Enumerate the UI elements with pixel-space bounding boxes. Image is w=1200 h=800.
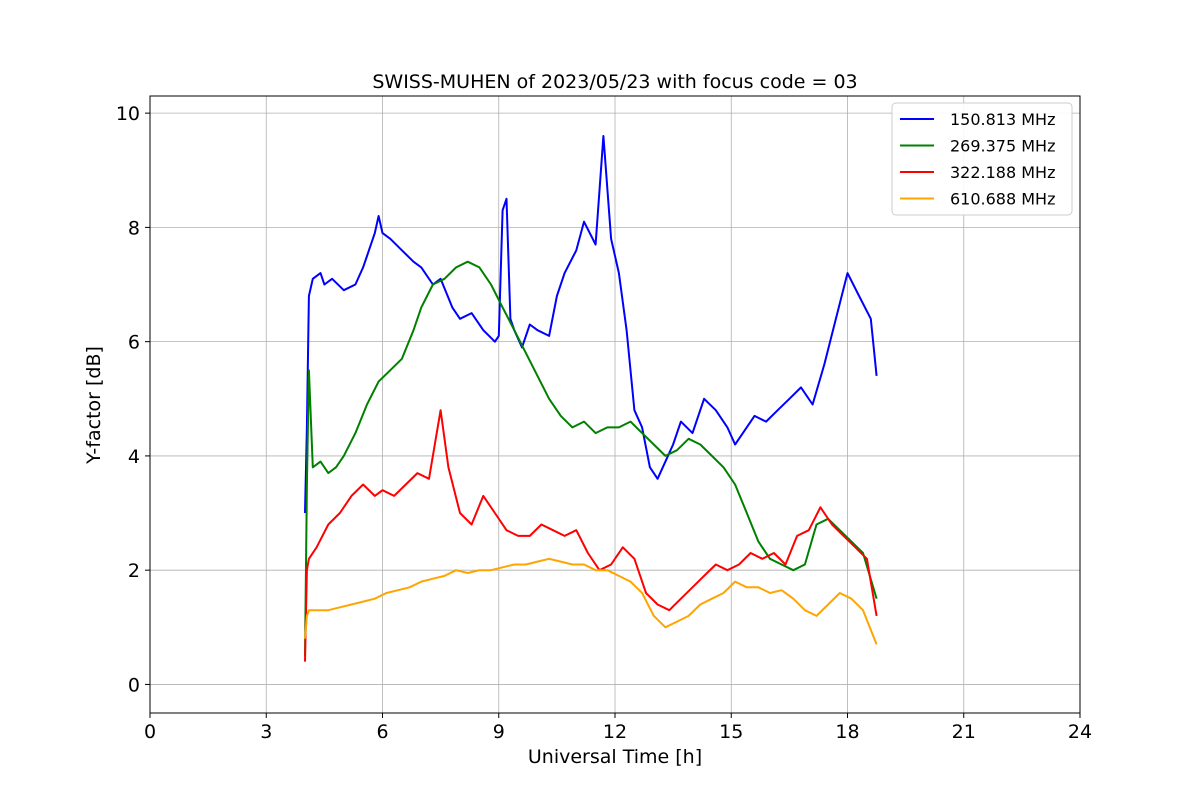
x-tick-label: 15	[719, 721, 743, 743]
y-axis-label: Y-factor [dB]	[83, 346, 105, 465]
y-axis-ticks: 0 2 4 6 8 10	[116, 103, 150, 696]
legend-label: 610.688 MHz	[950, 190, 1055, 209]
x-tick-label: 12	[603, 721, 627, 743]
legend-label: 322.188 MHz	[950, 163, 1055, 182]
chart-title: SWISS-MUHEN of 2023/05/23 with focus cod…	[372, 71, 857, 93]
x-tick-label: 9	[493, 721, 505, 743]
y-tick-label: 10	[116, 103, 140, 125]
legend-label: 150.813 MHz	[950, 110, 1055, 129]
x-tick-label: 0	[144, 721, 156, 743]
x-axis-ticks: 0 3 6 9 12 15 18 21 24	[144, 713, 1092, 743]
x-tick-label: 21	[952, 721, 976, 743]
x-axis-label: Universal Time [h]	[528, 746, 702, 768]
legend: 150.813 MHz 269.375 MHz 322.188 MHz 610.688…	[891, 102, 1073, 216]
y-tick-label: 2	[128, 560, 140, 582]
legend-label: 269.375 MHz	[950, 137, 1055, 156]
y-tick-label: 6	[128, 332, 140, 354]
legend-box	[891, 102, 1073, 216]
x-tick-label: 18	[835, 721, 859, 743]
series-line-4	[304, 557, 878, 645]
series-line-1	[304, 135, 878, 514]
y-tick-label: 8	[128, 217, 140, 239]
y-tick-label: 0	[128, 674, 140, 696]
x-tick-label: 3	[260, 721, 272, 743]
y-tick-label: 4	[128, 446, 140, 468]
series-layer	[304, 135, 878, 662]
x-tick-label: 24	[1068, 721, 1092, 743]
series-line-2	[304, 260, 878, 656]
series-line-3	[304, 409, 878, 662]
x-tick-label: 6	[376, 721, 388, 743]
